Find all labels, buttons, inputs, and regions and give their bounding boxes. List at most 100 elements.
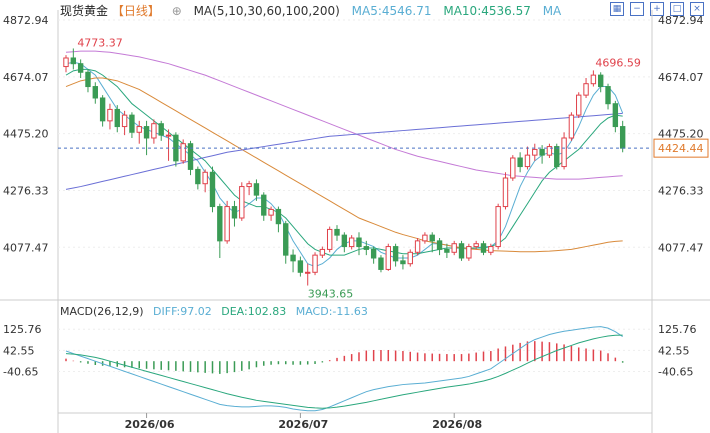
candle-body [136, 126, 142, 133]
candle-body [561, 137, 567, 168]
grid-icon[interactable]: ▦ [610, 2, 624, 16]
candle-body [70, 57, 77, 65]
candle-body [605, 86, 611, 105]
candle-body [85, 71, 91, 88]
candle-body [363, 246, 370, 250]
candle-body [261, 194, 267, 216]
chart-toolbar: 现货黄金 【日线】 ⊕ MA(5,10,30,60,100,200) MA5:4… [60, 2, 569, 19]
candle-body [283, 223, 289, 256]
candle-body [612, 103, 619, 128]
candle-body [532, 148, 538, 156]
close-icon[interactable]: × [690, 2, 704, 16]
ma-line-ma10 [65, 68, 623, 256]
candle-body [378, 257, 384, 270]
candle-body [429, 234, 435, 242]
chart-title: 现货黄金 [60, 4, 109, 18]
candle-body [554, 146, 560, 168]
candle-body [392, 246, 399, 262]
candle-body [290, 254, 296, 262]
candle-body [239, 186, 245, 219]
candle-body [451, 243, 457, 253]
candle-body [224, 206, 230, 242]
ma-more[interactable]: MA [542, 4, 562, 18]
candle-body [590, 74, 597, 85]
candle-body [510, 157, 516, 179]
candle-body [385, 246, 391, 270]
window-controls: ▦ − + □ × [610, 2, 704, 16]
candle-body [400, 260, 406, 265]
candle-body [180, 143, 186, 162]
price-tick-label-left: 4475.20 [3, 128, 49, 141]
candle-body [305, 271, 311, 274]
macd-diff: DIFF:97.02 [153, 305, 212, 318]
candle-body [502, 177, 509, 208]
candle-body [407, 251, 413, 265]
x-tick-label: 2026/08 [432, 418, 482, 431]
candle-body [473, 243, 479, 248]
candle-body [436, 240, 443, 250]
candle-body [231, 206, 238, 219]
candle-body [77, 63, 84, 73]
ma-line-ma60 [65, 50, 623, 180]
candle-body [121, 114, 128, 128]
candle-body [546, 146, 553, 156]
price-tick-label-left: 4674.07 [3, 71, 49, 84]
ma10-value: MA10:4536.57 [443, 4, 531, 18]
price-tick-label-right: 4077.47 [658, 241, 704, 254]
candle-body [268, 208, 274, 216]
candle-body [151, 123, 157, 139]
candle-body [195, 168, 201, 185]
price-tick-label-left: 4077.47 [3, 241, 49, 254]
candle-body [217, 206, 223, 242]
candle-body [480, 243, 487, 253]
candle-body [619, 126, 626, 149]
macd-tick-label-left: 42.55 [3, 344, 35, 357]
macd-tick-label-right: 42.55 [658, 344, 690, 357]
candle-body [297, 260, 304, 273]
candle-body [326, 228, 333, 250]
candle-body [92, 86, 98, 99]
candle-body [63, 57, 69, 68]
ma-line-ma100 [65, 112, 623, 190]
candle-body [568, 114, 575, 139]
plus-icon[interactable]: + [650, 2, 664, 16]
candle-body [253, 183, 260, 196]
settings-icon[interactable]: ⊕ [171, 4, 182, 18]
macd-value: MACD:-11.63 [295, 305, 368, 318]
candle-body [319, 248, 326, 256]
candle-body [356, 237, 362, 248]
candle-body [444, 248, 450, 253]
candle-body [158, 123, 164, 136]
minus-icon[interactable]: − [630, 2, 644, 16]
candle-body [598, 74, 604, 88]
price-tick-label-right: 4276.33 [658, 184, 704, 197]
price-tick-label-right: 4674.07 [658, 71, 704, 84]
candle-body [414, 240, 421, 253]
price-tick-label-right: 4475.20 [658, 128, 704, 141]
candle-body [129, 114, 135, 133]
candle-body [348, 237, 355, 248]
ma-line-ma30 [65, 77, 623, 253]
macd-tick-label-right: -40.65 [658, 366, 693, 379]
period-selector[interactable]: 【日线】 [111, 4, 160, 18]
candle-body [539, 148, 545, 156]
annotation-high-2: 4696.59 [595, 56, 641, 69]
candle-body [576, 94, 582, 116]
candle-body [422, 234, 428, 242]
ma-indicator-label[interactable]: MA(5,10,30,60,100,200) [193, 4, 340, 18]
annotation-low: 3943.65 [308, 288, 354, 301]
candle-body [517, 157, 523, 168]
candle-body [524, 154, 531, 168]
macd-label[interactable]: MACD(26,12,9) [60, 305, 144, 318]
square-icon[interactable]: □ [670, 2, 684, 16]
candle-body [458, 243, 465, 259]
candle-body [246, 183, 252, 188]
candle-body [143, 126, 150, 139]
candle-body [99, 97, 106, 122]
macd-header: MACD(26,12,9) DIFF:97.02 DEA:102.83 MACD… [60, 305, 374, 318]
candle-body [488, 246, 494, 253]
candle-body [114, 108, 120, 128]
macd-tick-label-left: 125.76 [3, 323, 42, 336]
candle-body [583, 83, 589, 96]
candle-body [466, 246, 472, 259]
